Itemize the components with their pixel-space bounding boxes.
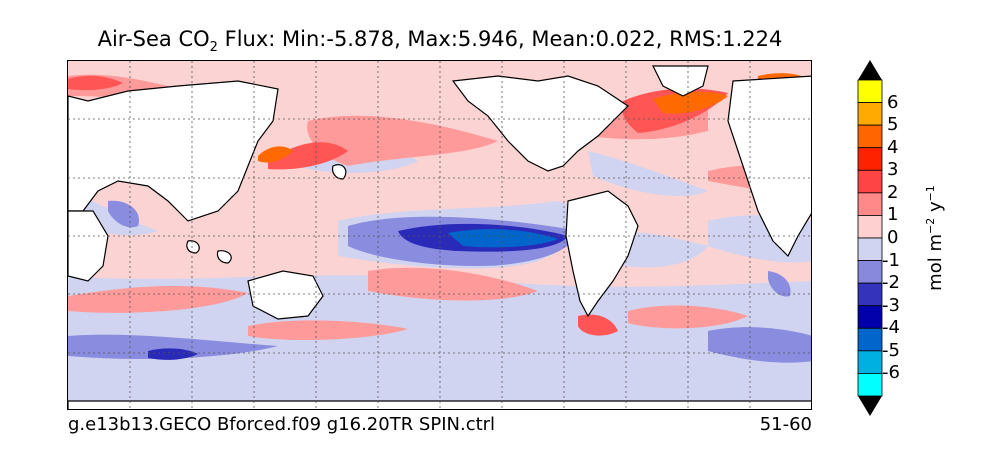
colorbar-cell	[857, 124, 883, 149]
colorbar-tick-label: 1	[887, 204, 899, 226]
colorbar-tick-label: 5	[887, 114, 899, 136]
colorbar-cell	[857, 192, 883, 216]
colorbar-cell	[857, 215, 883, 239]
colorbar-cell	[857, 102, 883, 126]
colorbar-tick-label: -5	[882, 339, 900, 361]
flux-map	[67, 60, 812, 410]
colorbar-cell	[857, 327, 883, 352]
colorbar-extend-bottom	[858, 396, 882, 416]
flux-map-svg	[68, 61, 811, 409]
colorbar-tick-label: 6	[887, 91, 899, 113]
graticule	[68, 61, 811, 409]
colorbar-cell	[857, 79, 883, 103]
colorbar-tick-label: 4	[887, 136, 899, 158]
colorbar-cell	[857, 305, 883, 329]
colorbar-tick-label: -3	[882, 294, 900, 316]
map-title: Air-Sea CO2 Flux: Min:-5.878, Max:5.946,…	[0, 27, 880, 55]
colorbar-tick-label: -4	[882, 317, 900, 339]
colorbar-unit-label: mol m−2 y−1	[924, 185, 946, 291]
title-prefix: Air-Sea CO	[97, 27, 210, 51]
colorbar-tick-label: -6	[882, 362, 900, 384]
colorbar-cell	[857, 147, 883, 171]
title-subscript: 2	[209, 40, 218, 56]
colorbar-tick-label: -1	[882, 249, 900, 271]
colorbar-cell	[857, 282, 883, 307]
colorbar-tick-label: 2	[887, 181, 899, 203]
colorbar-tick-label: 0	[887, 227, 899, 248]
colorbar-cell	[857, 169, 883, 194]
colorbar-extend-top	[858, 60, 882, 80]
year-range: 51-60	[759, 414, 812, 435]
colorbar-cell	[857, 350, 883, 374]
colorbar-cell	[857, 373, 883, 397]
experiment-name: g.e13b13.GECO Bforced.f09 g16.20TR SPIN.…	[68, 414, 496, 435]
title-rest: Flux: Min:-5.878, Max:5.946, Mean:0.022,…	[217, 27, 783, 51]
colorbar-tick-label: 3	[887, 159, 899, 181]
colorbar-cell	[857, 237, 883, 261]
flux-band-minus5-minus4	[448, 229, 558, 248]
colorbar-tick-label: -2	[882, 272, 900, 294]
colorbar-cells	[857, 79, 883, 397]
colorbar-cell	[857, 260, 883, 284]
colorbar	[857, 60, 883, 416]
